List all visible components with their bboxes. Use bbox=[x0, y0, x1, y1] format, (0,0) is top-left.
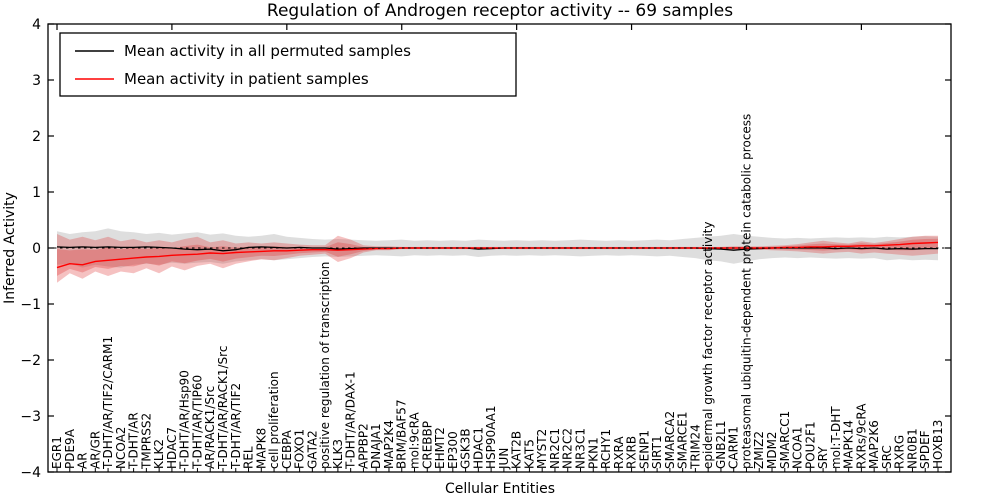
entity-label: T-DHT/AR/DAX-1 bbox=[344, 371, 358, 470]
entity-label: TMPRSS2 bbox=[139, 413, 153, 470]
entity-label: T-DHT/AR/TIF2 bbox=[229, 383, 243, 470]
entity-label: BRM/BAF57 bbox=[395, 399, 409, 469]
y-tick-label: 3 bbox=[32, 73, 41, 89]
entity-label: KAT5 bbox=[522, 439, 536, 469]
legend-box bbox=[59, 32, 517, 97]
entity-label: SMARCE1 bbox=[676, 411, 690, 469]
entity-label: RCHY1 bbox=[599, 429, 613, 469]
band-layer bbox=[57, 228, 938, 283]
entity-label: SMARCC1 bbox=[778, 411, 792, 469]
entity-label: NCOA2 bbox=[114, 427, 128, 469]
entity-label: mol:T-DHT bbox=[829, 406, 843, 469]
entity-label: MAP2K6 bbox=[867, 420, 881, 469]
entity-label: mol:9cRA bbox=[408, 412, 422, 469]
entity-label: AR/GR bbox=[88, 431, 102, 469]
entity-label: SMARCA2 bbox=[663, 411, 677, 469]
entity-label: SIRT1 bbox=[650, 435, 664, 469]
entity-label: NCOA1 bbox=[791, 427, 805, 469]
entity-label: positive regulation of transcription bbox=[318, 262, 332, 469]
entity-label: NR0B1 bbox=[905, 428, 919, 469]
entity-label: AR/RACK1/Src bbox=[203, 386, 217, 469]
axis-ticks bbox=[48, 23, 951, 473]
x-axis-label: Cellular Entities bbox=[445, 481, 555, 497]
entity-label: KLK3 bbox=[331, 439, 345, 469]
entity-label: NR2C1 bbox=[548, 428, 562, 469]
entity-label: MAPK8 bbox=[254, 428, 268, 469]
entity-label: TRIM24 bbox=[688, 424, 702, 470]
entity-label: CEBPA bbox=[280, 429, 294, 469]
y-axis-label: Inferred Activity bbox=[2, 192, 18, 304]
entity-label: POU2F1 bbox=[803, 421, 817, 469]
entity-label: HOXB13 bbox=[931, 420, 945, 469]
entity-label: GSK3B bbox=[459, 428, 473, 469]
entity-label: HDAC7 bbox=[165, 427, 179, 469]
entity-label: HSP90AA1 bbox=[484, 405, 498, 469]
entity-label: T-DHT/AR/TIF2/CARM1 bbox=[101, 336, 115, 470]
entity-label: SRY bbox=[816, 446, 830, 469]
entity-label: RXRs/9cRA bbox=[854, 403, 868, 469]
entity-label: KLK2 bbox=[152, 439, 166, 469]
entity-label: proteasomal ubiquitin-dependent protein … bbox=[739, 114, 753, 469]
entity-label: NR3C1 bbox=[573, 428, 587, 469]
entity-label: T-DHT/AR bbox=[127, 412, 141, 470]
entity-label: cell proliferation bbox=[267, 371, 281, 469]
y-tick-label: −4 bbox=[20, 465, 41, 481]
y-tick-labels: 4 3 2 1 0 −1 −2 −3 −4 bbox=[20, 17, 41, 481]
entity-label: REL bbox=[242, 446, 256, 469]
entity-label: MDM2 bbox=[765, 431, 779, 469]
entity-label: EHMT2 bbox=[433, 427, 447, 469]
y-tick-label: 0 bbox=[32, 241, 41, 257]
entity-label: T-DHT/AR/RACK1/Src bbox=[216, 346, 230, 470]
entity-label: FOXO1 bbox=[293, 429, 307, 469]
y-tick-label: 4 bbox=[32, 17, 41, 33]
entity-label: CREBBP bbox=[420, 421, 434, 469]
x-entity-labels: EGR1PDE9AARAR/GRT-DHT/AR/TIF2/CARM1NCOA2… bbox=[50, 114, 945, 470]
entity-label: PDE9A bbox=[63, 428, 77, 469]
entity-label: DNAJA1 bbox=[369, 423, 383, 469]
y-tick-label: −3 bbox=[20, 409, 41, 425]
entity-label: T-DHT/AR/TIP60 bbox=[190, 375, 204, 470]
line-layer bbox=[48, 241, 951, 269]
entity-label: T-DHT/AR/Hsp90 bbox=[178, 370, 192, 470]
patient-range-band-outer bbox=[57, 234, 938, 283]
entity-label: RXRA bbox=[612, 436, 626, 469]
entity-label: RXRG bbox=[893, 435, 907, 469]
entity-label: NR2C2 bbox=[561, 428, 575, 469]
y-tick-label: 2 bbox=[32, 129, 41, 145]
y-tick-label: 1 bbox=[32, 185, 41, 201]
y-tick-label: −2 bbox=[20, 353, 41, 369]
entity-label: SPDEF bbox=[918, 430, 932, 469]
entity-label: SRC bbox=[880, 445, 894, 469]
entity-label: RXRB bbox=[625, 436, 639, 469]
entity-label: AR bbox=[76, 452, 90, 469]
y-tick-label: −1 bbox=[20, 297, 41, 313]
entity-label: APPBP2 bbox=[356, 423, 370, 469]
entity-label: JUN bbox=[497, 448, 511, 470]
entity-label: CARM1 bbox=[727, 426, 741, 469]
entity-label: KAT2B bbox=[510, 431, 524, 469]
entity-label: EP300 bbox=[446, 431, 460, 469]
legend-label-permuted: Mean activity in all permuted samples bbox=[124, 42, 411, 60]
patient-mean-line bbox=[56, 241, 939, 269]
entity-label: PKN1 bbox=[586, 437, 600, 469]
entity-label: MAP2K4 bbox=[382, 420, 396, 469]
entity-label: SENP1 bbox=[637, 430, 651, 469]
entity-label: epidermal growth factor receptor activit… bbox=[701, 222, 715, 469]
entity-label: ZMIZ2 bbox=[752, 431, 766, 469]
entity-label: MAPK14 bbox=[842, 420, 856, 469]
entity-label: HDAC1 bbox=[471, 427, 485, 469]
entity-label: EGR1 bbox=[50, 436, 64, 469]
entity-label: GATA2 bbox=[305, 430, 319, 469]
entity-label: GNB2L1 bbox=[714, 421, 728, 469]
chart-title: Regulation of Androgen receptor activity… bbox=[267, 1, 733, 21]
legend: Mean activity in all permuted samples Me… bbox=[59, 32, 517, 97]
legend-label-patient: Mean activity in patient samples bbox=[124, 70, 369, 88]
entity-label: MYST2 bbox=[535, 429, 549, 469]
